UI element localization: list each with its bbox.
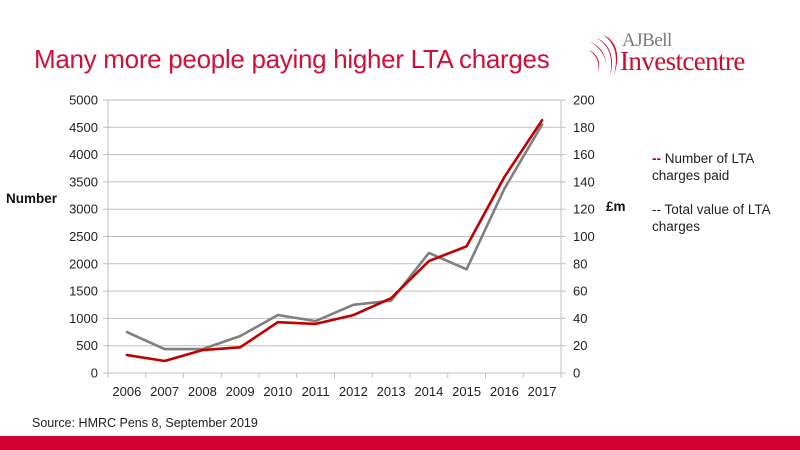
y2-tick-label: 120 <box>573 202 595 217</box>
x-tick-label: 2011 <box>302 384 330 399</box>
swoosh-logo-icon <box>588 35 618 76</box>
y2-tick-label: 60 <box>573 284 587 299</box>
ajbell-logo: AJBell Investcentre <box>586 28 796 84</box>
y-tick-label: 4000 <box>69 147 98 162</box>
logo-text-ajbell: AJBell <box>622 30 672 51</box>
y-axis-title: Number <box>6 191 58 206</box>
logo-text-investcentre: Investcentre <box>620 46 745 76</box>
y-tick-label: 3500 <box>69 174 98 189</box>
legend: -- Number of LTA charges paid -- Total v… <box>652 150 800 252</box>
y2-tick-label: 0 <box>573 366 580 381</box>
footer-bar <box>0 436 800 450</box>
legend-label-value: Total value of LTA charges <box>652 202 770 234</box>
x-tick-label: 2013 <box>377 384 406 399</box>
slide-title: Many more people paying higher LTA charg… <box>34 44 550 74</box>
series-line-total-value <box>125 123 544 351</box>
y2-tick-label: 180 <box>573 120 595 135</box>
x-tick-label: 2017 <box>528 384 557 399</box>
y2-tick-label: 20 <box>573 338 587 353</box>
legend-item-value: -- Total value of LTA charges <box>652 201 800 235</box>
y-tick-label: 1500 <box>69 284 98 299</box>
x-tick-label: 2012 <box>339 384 368 399</box>
y-tick-label: 1000 <box>69 311 98 326</box>
source-note: Source: HMRC Pens 8, September 2019 <box>32 416 258 430</box>
x-tick-label: 2015 <box>452 384 481 399</box>
y2-tick-label: 80 <box>573 256 587 271</box>
y2-tick-label: 100 <box>573 229 595 244</box>
legend-label-number: Number of LTA charges paid <box>652 151 754 183</box>
series-line-number-of-charges <box>125 118 544 363</box>
y-tick-label: 4500 <box>69 120 98 135</box>
y-tick-label: 0 <box>91 366 98 381</box>
legend-marker-value: -- <box>652 202 661 217</box>
y-tick-label: 2500 <box>69 229 98 244</box>
x-tick-label: 2008 <box>188 384 217 399</box>
y2-axis-title: £m <box>606 199 626 214</box>
legend-marker-number: -- <box>652 151 661 166</box>
y2-tick-label: 160 <box>573 147 595 162</box>
x-tick-label: 2014 <box>414 384 443 399</box>
x-tick-label: 2007 <box>150 384 179 399</box>
y-tick-label: 3000 <box>69 202 98 217</box>
y2-tick-label: 140 <box>573 174 595 189</box>
y-tick-label: 5000 <box>69 93 98 108</box>
y-tick-label: 500 <box>76 338 98 353</box>
x-tick-label: 2009 <box>226 384 255 399</box>
y-tick-label: 2000 <box>69 256 98 271</box>
x-tick-label: 2016 <box>490 384 519 399</box>
y2-tick-label: 40 <box>573 311 587 326</box>
x-tick-label: 2010 <box>263 384 292 399</box>
legend-item-number: -- Number of LTA charges paid <box>652 150 800 184</box>
x-tick-label: 2006 <box>112 384 141 399</box>
y2-tick-label: 200 <box>573 93 595 108</box>
